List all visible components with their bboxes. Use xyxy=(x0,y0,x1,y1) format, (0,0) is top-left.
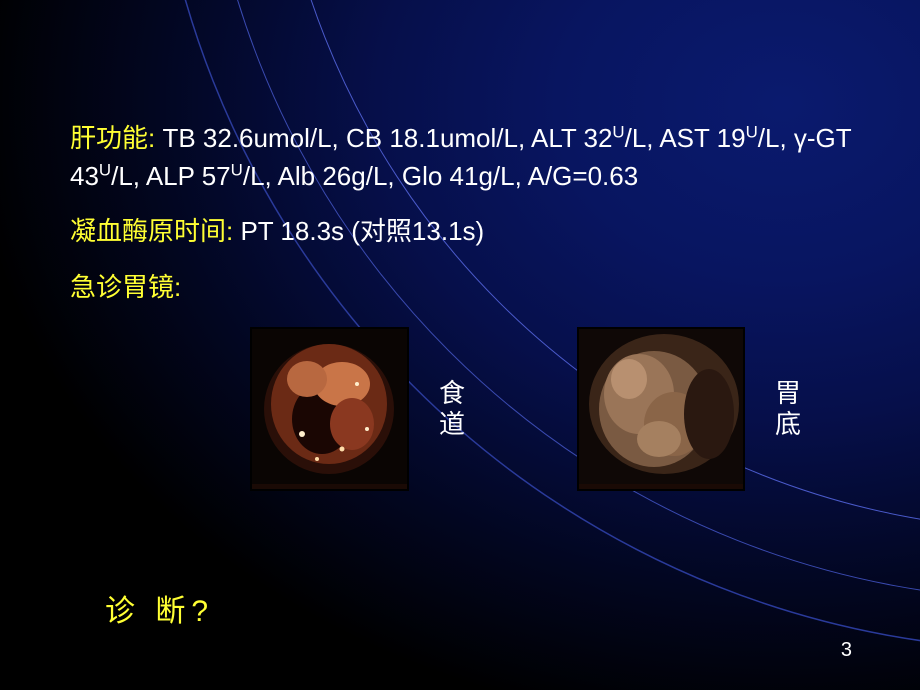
endoscopy-line: 急诊胃镜: xyxy=(70,269,870,307)
unit-4: U xyxy=(231,160,243,179)
unit-1: U xyxy=(612,122,624,141)
diagnosis-prompt: 诊 断? xyxy=(105,586,214,630)
liver-label: 肝功能: xyxy=(70,123,155,153)
pt-line: 凝血酶原时间: PT 18.3s (对照13.1s) xyxy=(70,213,870,251)
liver-function-line: 肝功能: TB 32.6umol/L, CB 18.1umol/L, ALT 3… xyxy=(70,120,870,195)
esophagus-image xyxy=(250,327,409,491)
esophagus-label: 食道 xyxy=(439,378,467,440)
unit-2: U xyxy=(746,122,758,141)
page-number: 3 xyxy=(841,639,852,662)
liver-val-1: TB 32.6umol/L, CB 18.1umol/L, ALT 32 xyxy=(155,123,612,153)
unit-3: U xyxy=(99,160,111,179)
pt-label: 凝血酶原时间: xyxy=(70,216,233,246)
endoscopy-label: 急诊胃镜: xyxy=(70,272,181,302)
liver-val-1d: /L, ALP 57 xyxy=(111,161,231,191)
liver-val-1b: /L, AST 19 xyxy=(625,123,746,153)
fundus-label: 胃底 xyxy=(775,378,803,440)
fundus-image xyxy=(577,327,745,491)
slide-content: 肝功能: TB 32.6umol/L, CB 18.1umol/L, ALT 3… xyxy=(70,120,870,491)
endoscopy-images-row: 食道 胃底 xyxy=(250,327,870,491)
liver-val-1e: /L, Alb 26g/L, Glo 41g/L, A/G=0.63 xyxy=(243,161,638,191)
pt-value: PT 18.3s (对照13.1s) xyxy=(233,216,484,246)
